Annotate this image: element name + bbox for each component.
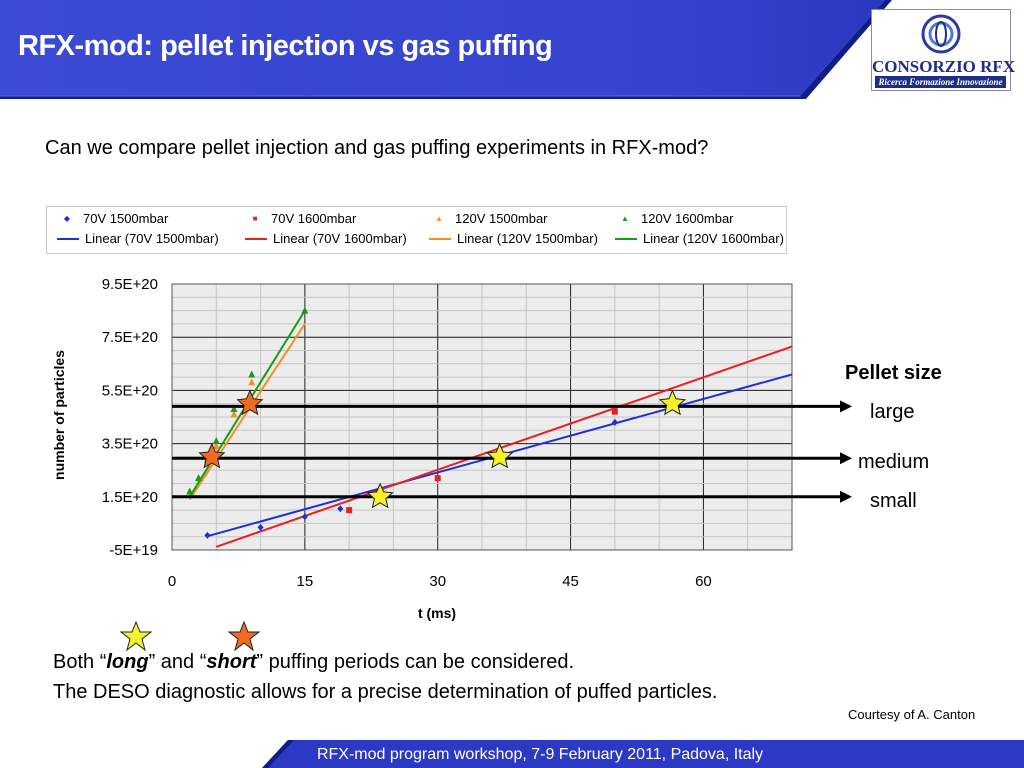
body-text-short: short — [206, 651, 257, 673]
legend-label: Linear (70V 1600mbar) — [273, 231, 407, 246]
x-tick-label: 30 — [429, 573, 446, 590]
long-puff-star-icon — [120, 620, 152, 652]
legend-entry: Linear (70V 1500mbar) — [57, 231, 219, 246]
legend-line-swatch — [429, 237, 451, 240]
pellet-size-small-label: small — [870, 490, 917, 512]
x-tick-label: 60 — [695, 573, 712, 590]
data-point — [301, 306, 309, 314]
data-point — [257, 523, 264, 531]
body-text-fragment: ” and “ — [148, 651, 207, 673]
legend-entry: ■ 70V 1600mbar — [245, 211, 357, 226]
legend-marker-icon: ▲ — [621, 214, 629, 223]
body-text-line-1: Both “long” and “short” puffing periods … — [53, 651, 574, 674]
x-tick-label: 0 — [168, 573, 176, 590]
data-point — [230, 410, 238, 418]
data-point — [248, 378, 256, 386]
y-axis-label: number of particles — [51, 350, 67, 480]
data-point — [346, 507, 353, 514]
y-tick-label: 7.5E+20 — [102, 329, 158, 346]
legend-marker-icon: ▲ — [435, 214, 443, 223]
data-point — [248, 370, 256, 378]
y-tick-label: -5E+19 — [109, 542, 158, 559]
data-point — [230, 405, 238, 413]
x-tick-label: 15 — [297, 573, 314, 590]
legend-label: 70V 1500mbar — [83, 211, 169, 226]
legend-line-swatch — [615, 237, 637, 240]
logo-emblem-icon — [921, 14, 961, 54]
legend-label: 120V 1600mbar — [641, 211, 734, 226]
arrow-head-icon — [840, 452, 852, 465]
y-tick-label: 5.5E+20 — [102, 382, 158, 399]
legend-label: Linear (70V 1500mbar) — [85, 231, 219, 246]
chart-legend: ◆ 70V 1500mbar ■ 70V 1600mbar ▲ 120V 1500mbar… — [46, 206, 787, 254]
short-puff-star-icon — [228, 620, 260, 652]
highlight-star-icon — [198, 442, 226, 469]
question-text: Can we compare pellet injection and gas … — [45, 137, 709, 159]
highlight-star-icon — [658, 389, 686, 416]
footer-text: RFX-mod program workshop, 7-9 February 2… — [316, 746, 764, 763]
fit-line — [215, 345, 793, 548]
data-point — [212, 442, 220, 450]
pellet-size-heading: Pellet size — [845, 362, 942, 384]
pellet-size-medium-label: medium — [858, 451, 930, 473]
courtesy-credit: Courtesy of A. Canton — [848, 707, 976, 722]
legend-label: Linear (120V 1500mbar) — [457, 231, 598, 246]
legend-marker-icon: ◆ — [63, 214, 71, 223]
arrow-head-icon — [840, 400, 852, 413]
data-point — [204, 531, 211, 539]
logo-tagline: Ricerca Formazione Innovazione — [875, 76, 1006, 88]
consorzio-rfx-logo: CONSORZIO RFX Ricerca Formazione Innovaz… — [871, 9, 1016, 91]
data-point — [611, 418, 618, 426]
arrow-head-icon — [840, 490, 852, 503]
data-point — [212, 436, 220, 444]
x-tick-label: 45 — [562, 573, 579, 590]
highlight-star-icon — [366, 482, 394, 509]
y-tick-label: 9.5E+20 — [102, 276, 158, 293]
body-text-long: long — [106, 651, 149, 673]
legend-label: 70V 1600mbar — [271, 211, 357, 226]
pellet-size-large-label: large — [870, 401, 915, 423]
legend-entry: Linear (120V 1600mbar) — [615, 231, 784, 246]
legend-entry: ◆ 70V 1500mbar — [57, 211, 168, 226]
header-bar — [0, 0, 892, 99]
plot-border — [171, 283, 793, 551]
y-tick-label: 3.5E+20 — [102, 436, 158, 453]
highlight-star-icon — [236, 389, 264, 416]
legend-label: 120V 1500mbar — [455, 211, 548, 226]
body-text-fragment: ” puffing periods can be considered. — [256, 651, 575, 673]
data-point — [301, 513, 308, 521]
slide-title: RFX-mod: pellet injection vs gas puffing — [18, 30, 553, 62]
data-point — [186, 487, 194, 495]
legend-line-swatch — [57, 237, 79, 240]
legend-line-swatch — [245, 237, 267, 240]
legend-entry: ▲ 120V 1600mbar — [615, 211, 734, 226]
legend-entry: ▲ 120V 1500mbar — [429, 211, 548, 226]
data-point — [195, 474, 203, 482]
legend-marker-icon: ■ — [252, 214, 258, 223]
body-text-line-2: The DESO diagnostic allows for a precise… — [53, 681, 718, 703]
legend-entry: Linear (120V 1500mbar) — [429, 231, 598, 246]
data-point — [337, 505, 344, 513]
legend-entry: Linear (70V 1600mbar) — [245, 231, 407, 246]
legend-label: Linear (120V 1600mbar) — [643, 231, 784, 246]
highlight-star-icon — [486, 442, 514, 469]
footer-bar — [262, 740, 1024, 768]
data-point — [434, 475, 441, 482]
data-point — [611, 408, 618, 415]
logo-name: CONSORZIO RFX — [872, 57, 1016, 76]
x-axis-label: t (ms) — [418, 605, 456, 621]
y-tick-label: 1.5E+20 — [102, 489, 158, 506]
body-text-fragment: Both “ — [53, 651, 107, 673]
